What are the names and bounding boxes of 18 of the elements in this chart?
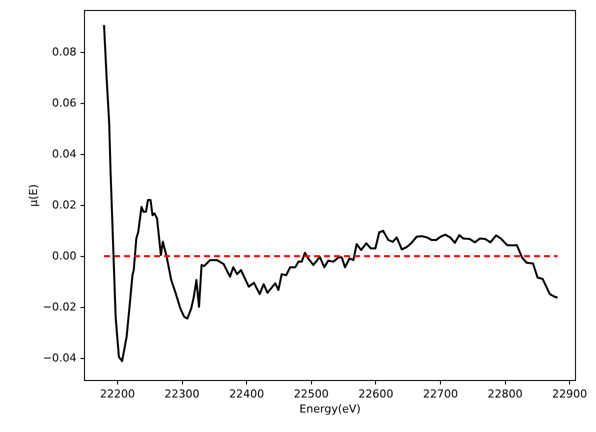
y-axis-title: μ(E) xyxy=(26,184,40,207)
y-tick-label: 0.08 xyxy=(52,46,76,59)
x-axis-title: Energy(eV) xyxy=(299,402,361,416)
x-tick-label: 22900 xyxy=(552,388,588,400)
x-tick-label: 22300 xyxy=(164,388,200,400)
y-tick-label: 0.02 xyxy=(52,198,76,212)
line-series xyxy=(103,24,559,362)
y-tick-label: −0.04 xyxy=(42,352,76,365)
x-tick-label: 22500 xyxy=(294,388,329,400)
y-tick-label: −0.02 xyxy=(42,300,76,314)
x-tick-label: 22700 xyxy=(422,388,458,400)
y-tick-label: 0.04 xyxy=(52,148,76,161)
x-tick-label: 22400 xyxy=(229,388,264,400)
x-tick-label: 22600 xyxy=(358,388,394,400)
x-tick-label: 22800 xyxy=(488,388,523,400)
y-tick-label: 0.06 xyxy=(52,96,76,110)
x-tick-label: 22200 xyxy=(100,388,135,400)
y-tick-label: 0.00 xyxy=(52,250,76,263)
